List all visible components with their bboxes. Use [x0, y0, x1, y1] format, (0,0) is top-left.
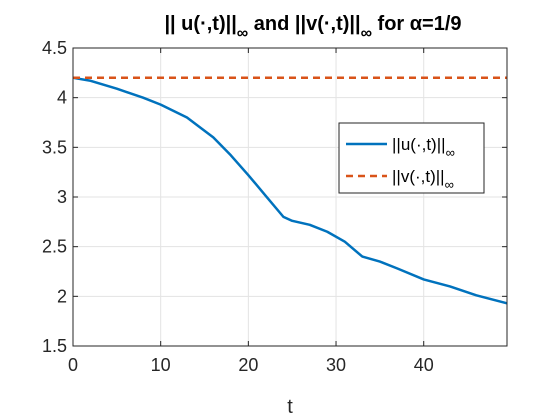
series-u-line [72, 76, 508, 305]
x-tick-label: 30 [326, 355, 346, 375]
title-suffix: for α=1/9 [372, 13, 462, 35]
y-tick-label: 4.5 [42, 38, 67, 58]
legend-label-u: ||u(·,t)||∞ [392, 135, 455, 160]
title-prefix: || u(·,t)|| [164, 13, 236, 35]
y-tick-label: 2.5 [42, 237, 67, 257]
title-middle: and ||v(·,t)|| [248, 13, 360, 35]
y-tick-label: 3 [57, 187, 67, 207]
series-layer [72, 76, 508, 305]
chart-title: || u(·,t)||∞ and ||v(·,t)||∞ for α=1/9 [164, 13, 461, 42]
x-tick-label: 10 [151, 355, 171, 375]
legend-box [338, 122, 485, 194]
x-tick-label: 40 [414, 355, 434, 375]
legend-label-v: ||v(·,t)||∞ [392, 167, 454, 192]
y-tick-label: 2 [57, 286, 67, 306]
x-axis-title: t [287, 396, 293, 418]
y-tick-label: 4 [57, 88, 67, 108]
title-sub-1: ∞ [237, 25, 248, 42]
y-tick-label: 3.5 [42, 137, 67, 157]
legend: ||u(·,t)||∞ ||v(·,t)||∞ [338, 122, 485, 194]
y-tick-label: 1.5 [42, 336, 67, 356]
title-sub-2: ∞ [361, 25, 372, 42]
ticks: 0 10 20 30 40 1.5 2 2.5 3 3.5 4 4.5 [42, 38, 507, 375]
x-tick-label: 20 [238, 355, 258, 375]
x-tick-label: 0 [68, 355, 78, 375]
